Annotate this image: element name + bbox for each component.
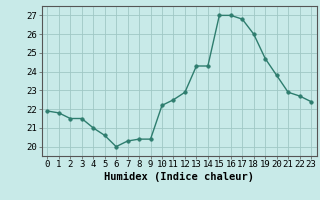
X-axis label: Humidex (Indice chaleur): Humidex (Indice chaleur)	[104, 172, 254, 182]
